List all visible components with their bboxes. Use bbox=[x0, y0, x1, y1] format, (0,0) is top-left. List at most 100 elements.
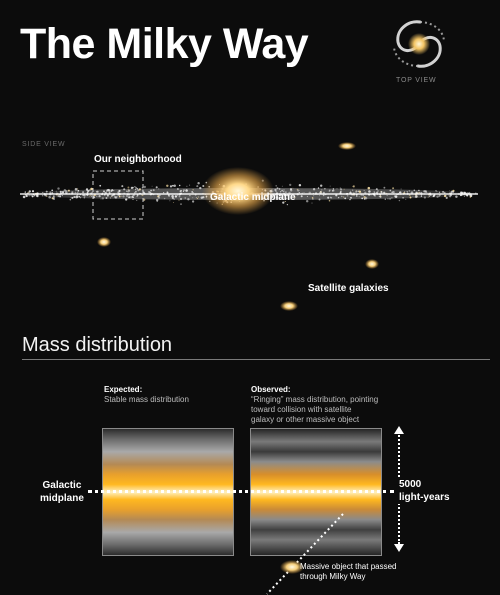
midplane-label: Galactic midplane bbox=[210, 192, 296, 203]
disk-star bbox=[186, 185, 188, 187]
disk-star bbox=[118, 195, 121, 198]
section-heading: Mass distribution bbox=[22, 334, 173, 356]
disk-star bbox=[311, 196, 314, 199]
disk-star bbox=[189, 184, 191, 186]
disk-star bbox=[413, 189, 416, 192]
disk-star bbox=[147, 191, 150, 193]
disk-star bbox=[406, 190, 408, 193]
disk-star bbox=[36, 195, 39, 198]
disk-star bbox=[82, 191, 85, 194]
disk-star bbox=[384, 192, 386, 194]
disk-star bbox=[117, 191, 120, 194]
satellite-galaxies-label: Satellite galaxies bbox=[308, 283, 389, 294]
disk-star bbox=[49, 191, 52, 194]
disk-star bbox=[466, 194, 469, 197]
disk-star bbox=[166, 184, 169, 188]
arrow-up-icon bbox=[394, 426, 404, 434]
disk-star bbox=[405, 198, 407, 200]
disk-star bbox=[275, 190, 277, 193]
satellite-galaxy-icon bbox=[338, 142, 356, 150]
galaxy-side-view bbox=[20, 142, 478, 311]
disk-star bbox=[178, 195, 181, 198]
disk-star bbox=[187, 198, 190, 201]
disk-star bbox=[274, 188, 277, 192]
disk-star bbox=[275, 185, 277, 187]
disk-star bbox=[163, 192, 165, 194]
midplane-axis-label: Galactic midplane bbox=[40, 479, 84, 505]
disk-star bbox=[427, 196, 429, 198]
disk-star bbox=[320, 184, 323, 187]
disk-star bbox=[340, 188, 343, 191]
disk-star bbox=[312, 188, 316, 191]
disk-star bbox=[63, 189, 67, 192]
trajectory bbox=[266, 513, 344, 595]
disk-star bbox=[31, 195, 34, 198]
disk-star bbox=[350, 190, 352, 192]
page-title: The Milky Way bbox=[20, 20, 309, 68]
disk-star bbox=[173, 202, 175, 203]
disk-star bbox=[329, 190, 331, 192]
expected-description: Stable mass distribution bbox=[104, 395, 189, 404]
disk-star bbox=[169, 200, 171, 202]
disk-star bbox=[83, 196, 86, 199]
disk-star bbox=[74, 191, 77, 194]
disk-star bbox=[420, 195, 423, 197]
disk-star bbox=[363, 196, 366, 199]
observed-header: Observed: bbox=[251, 385, 291, 394]
disk-star bbox=[61, 191, 65, 194]
disk-star bbox=[120, 195, 122, 197]
disk-star bbox=[324, 188, 326, 190]
disk-star bbox=[283, 189, 285, 191]
disk-star bbox=[352, 185, 354, 188]
disk-star bbox=[359, 191, 361, 192]
disk-star bbox=[45, 190, 48, 193]
midplane-axis-label-line: Galactic bbox=[42, 480, 82, 491]
disk-star bbox=[373, 191, 375, 193]
disk-star bbox=[367, 186, 371, 190]
disk-star bbox=[136, 187, 139, 190]
disk-star bbox=[344, 197, 347, 200]
disk-star bbox=[178, 199, 180, 201]
disk-star bbox=[108, 191, 111, 194]
disk-star bbox=[375, 188, 378, 191]
disk-star bbox=[428, 195, 430, 197]
disk-star bbox=[377, 190, 379, 192]
disk-star bbox=[449, 195, 452, 198]
disk-star bbox=[186, 189, 187, 191]
disk-star bbox=[192, 189, 194, 191]
disk-star bbox=[412, 195, 414, 197]
disk-star bbox=[57, 195, 60, 197]
disk-star bbox=[445, 196, 448, 199]
disk-star bbox=[173, 184, 176, 187]
disk-star bbox=[110, 190, 113, 192]
disk-star bbox=[30, 194, 33, 197]
disk-star bbox=[59, 190, 62, 193]
disk-star bbox=[352, 192, 354, 194]
disk-star bbox=[352, 189, 354, 191]
disk-star bbox=[51, 189, 54, 192]
observed-description: “Ringing” mass distribution, pointing to… bbox=[251, 395, 378, 425]
disk-star bbox=[318, 198, 321, 201]
disk-star bbox=[468, 191, 471, 194]
disk-star bbox=[418, 189, 420, 192]
disk-star bbox=[133, 196, 135, 198]
disk-star bbox=[355, 190, 357, 192]
disk-star bbox=[199, 186, 202, 190]
disk-star bbox=[293, 196, 296, 199]
disk-star bbox=[75, 195, 79, 198]
neighborhood-box bbox=[92, 170, 144, 220]
disk-star bbox=[132, 186, 134, 189]
disk-star bbox=[159, 194, 161, 196]
disk-star bbox=[362, 194, 364, 196]
midplane-axis-label-line: midplane bbox=[40, 493, 84, 504]
disk-star bbox=[282, 194, 284, 196]
disk-star bbox=[298, 192, 300, 194]
disk-star bbox=[410, 191, 414, 194]
disk-star bbox=[305, 199, 309, 203]
disk-star bbox=[197, 196, 199, 198]
disk-star bbox=[86, 191, 89, 194]
disk-star bbox=[298, 189, 300, 191]
disk-star bbox=[423, 190, 426, 193]
disk-star bbox=[51, 192, 53, 194]
disk-star bbox=[282, 201, 285, 204]
